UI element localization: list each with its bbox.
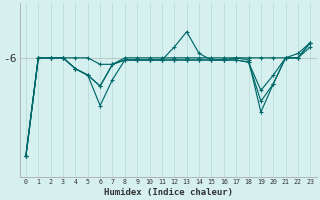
X-axis label: Humidex (Indice chaleur): Humidex (Indice chaleur) xyxy=(104,188,233,197)
